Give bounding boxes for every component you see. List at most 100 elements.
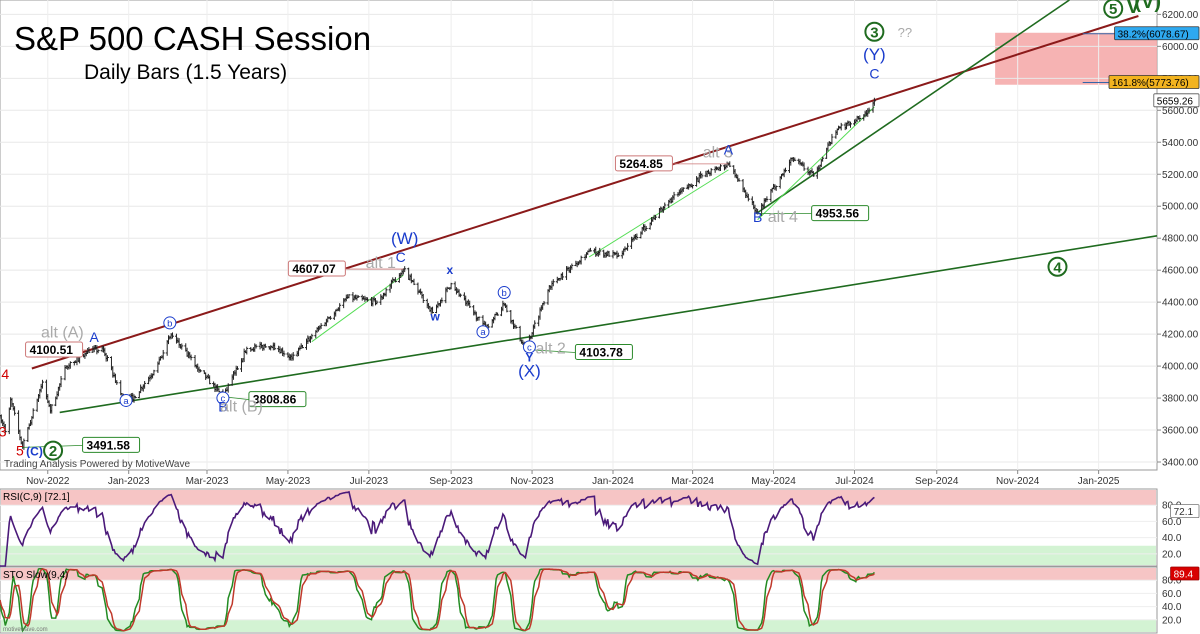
wave-label-circle	[1047, 256, 1068, 277]
wave-label-text: x	[446, 263, 453, 277]
target-label-box	[1108, 75, 1200, 89]
wave-label: a	[119, 393, 133, 407]
sto-last-value-box	[1170, 566, 1200, 581]
wave-label: 5	[16, 443, 24, 459]
watermark-text: Trading Analysis Powered by MotiveWave	[4, 459, 190, 470]
wave-label-circle	[163, 316, 177, 330]
trend-segment	[588, 169, 729, 258]
wave-label-text: alt 4	[768, 209, 798, 226]
wave-label: 5	[1103, 0, 1124, 19]
sto-d-line	[0, 567, 875, 632]
pivot-label: 4103.78	[525, 343, 633, 360]
wave-label-text: 4	[1053, 259, 1062, 276]
wave-label-circle	[522, 340, 536, 354]
channel-line-upper	[31, 15, 1139, 370]
y-tick-label: 5400.00	[1162, 138, 1199, 149]
wave-label: A	[724, 141, 734, 157]
wave-label: alt (B)	[220, 399, 263, 416]
wave-label: 2	[43, 440, 64, 461]
x-tick-label: Jan-2023	[108, 476, 150, 487]
x-tick-label: Nov-2023	[510, 476, 554, 487]
wave-label: b	[163, 316, 177, 330]
wave-label: x	[446, 263, 453, 277]
sto-y-tick-label: 80.0	[1162, 576, 1182, 587]
wave-label: a	[476, 325, 490, 339]
y-tick-label: 6200.00	[1162, 10, 1199, 21]
wave-label-text: A	[90, 329, 100, 345]
sto-y-tick-label: 40.0	[1162, 602, 1182, 613]
wave-label-text: (W)	[391, 229, 418, 248]
pivot-label-text: 4953.56	[816, 207, 860, 221]
channel-line-acceleration	[757, 0, 1070, 214]
sto-last-value-text: 89.4	[1174, 569, 1194, 580]
wave-label: (Y)	[863, 45, 886, 64]
pivot-label-box	[82, 436, 141, 453]
pivot-label: 3491.58	[22, 436, 141, 453]
rsi-oversold-zone	[1, 545, 1156, 565]
wave-label-text: 3	[0, 423, 7, 439]
y-tick-label: 3400.00	[1162, 458, 1199, 469]
wave-label-text: Y	[525, 350, 533, 364]
wave-label: 4	[1, 366, 9, 382]
target-label-box	[1114, 26, 1200, 41]
wave-label-text: 5	[1109, 1, 1117, 18]
y-tick-label: 5200.00	[1162, 170, 1199, 181]
chart-title: S&P 500 CASH Session	[14, 20, 371, 57]
trend-segment	[311, 274, 404, 343]
wave-label-text: 4	[1, 366, 9, 382]
wave-label: C	[396, 249, 406, 265]
rsi-overbought-zone	[1, 490, 1156, 506]
wave-label: 3	[0, 423, 7, 439]
y-tick-label: 5600.00	[1162, 106, 1199, 117]
x-tick-label: Jul-2024	[835, 476, 874, 487]
x-tick-label: Mar-2023	[186, 476, 229, 487]
wave-label: (X)	[518, 361, 541, 380]
rsi-y-tick-label: 40.0	[1162, 533, 1182, 544]
rsi-line	[0, 490, 875, 567]
pivot-label-box	[25, 341, 84, 358]
wave-label-text: A	[724, 141, 734, 157]
wave-label: B	[753, 209, 762, 225]
wave-label-text: (C)	[26, 445, 43, 459]
wave-label: A	[90, 329, 100, 345]
x-tick-label: Mar-2024	[671, 476, 714, 487]
pivot-label-text: 3491.58	[87, 438, 131, 452]
channel-line-lower	[59, 235, 1158, 414]
rsi-y-tick-label: 20.0	[1162, 549, 1182, 560]
rsi-header: RSI(C,9) [72.1]	[3, 492, 70, 503]
pivot-label: 5264.85	[614, 155, 729, 172]
wave-label-text: w	[430, 310, 441, 324]
pivot-label-text: 5264.85	[619, 157, 663, 171]
wave-label-text: (X)	[518, 361, 541, 380]
wave-label-text: V	[1126, 0, 1140, 18]
wave-label-text: a	[480, 327, 486, 338]
pivot-label-text: 4100.51	[30, 343, 74, 357]
wave-label-text: c	[527, 342, 532, 353]
y-tick-label: 4600.00	[1162, 266, 1199, 277]
wave-label-text: alt 3	[703, 144, 733, 161]
x-tick-label: Jul-2023	[350, 476, 389, 487]
wave-label-text: a	[123, 396, 129, 407]
y-tick-label: 4200.00	[1162, 330, 1199, 341]
wave-label: 4	[1047, 256, 1068, 277]
x-tick-label: Nov-2024	[996, 476, 1040, 487]
wave-label: B	[218, 399, 227, 415]
wave-label-circle	[1103, 0, 1124, 19]
wave-label-circle	[119, 393, 133, 407]
wave-label: alt (A)	[41, 324, 84, 341]
wave-label-text: alt (A)	[41, 324, 84, 341]
wave-label: (W)	[391, 229, 418, 248]
wave-label: C	[869, 65, 879, 81]
pivot-label: 4100.51	[25, 341, 88, 358]
chart-subtitle: Daily Bars (1.5 Years)	[84, 61, 287, 84]
pivot-label: 4953.56	[757, 205, 870, 222]
pivot-label: 3808.86	[222, 391, 307, 408]
wave-label: alt 1	[366, 255, 396, 272]
wave-label: 3	[864, 21, 885, 42]
sto-last-value: 89.4	[1170, 566, 1200, 581]
rsi-last-value-box	[1170, 504, 1200, 519]
x-tick-label: May-2023	[266, 476, 311, 487]
rsi-last-value: 72.1	[1170, 504, 1200, 519]
x-tick-label: Nov-2022	[26, 476, 70, 487]
